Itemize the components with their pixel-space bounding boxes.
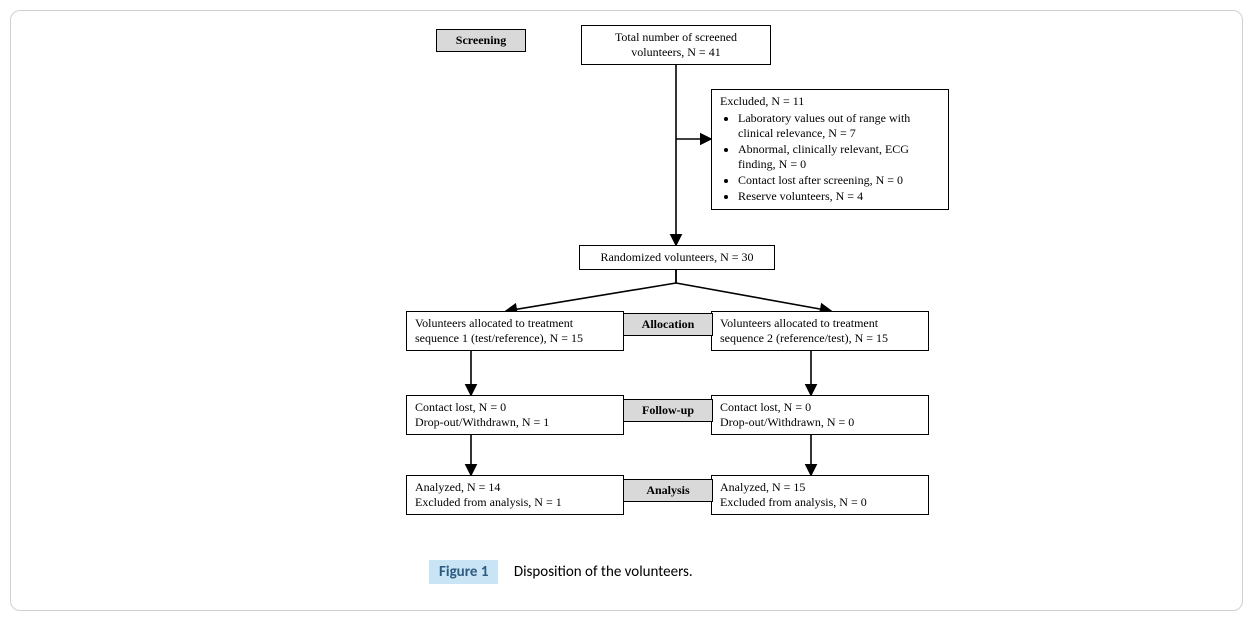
figure-number-label: Figure 1: [429, 560, 498, 584]
excluded-list-item: Abnormal, clinically relevant, ECG findi…: [738, 142, 940, 172]
excluded-list-item: Reserve volunteers, N = 4: [738, 189, 940, 204]
excluded-list-item: Laboratory values out of range with clin…: [738, 111, 940, 141]
an-left-line1: Analyzed, N = 14: [415, 480, 615, 495]
excluded-list: Laboratory values out of range with clin…: [720, 111, 940, 204]
excluded-box: Excluded, N = 11 Laboratory values out o…: [711, 89, 949, 210]
screened-box: Total number of screened volunteers, N =…: [581, 25, 771, 65]
stage-analysis-label: Analysis: [623, 479, 713, 502]
stage-allocation-label: Allocation: [623, 313, 713, 336]
stage-followup-label: Follow-up: [623, 399, 713, 422]
analysis-right-box: Analyzed, N = 15 Excluded from analysis,…: [711, 475, 929, 515]
fu-left-line2: Drop-out/Withdrawn, N = 1: [415, 415, 615, 430]
fu-left-line1: Contact lost, N = 0: [415, 400, 615, 415]
an-right-line2: Excluded from analysis, N = 0: [720, 495, 920, 510]
randomized-box: Randomized volunteers, N = 30: [579, 245, 775, 270]
allocation-left-box: Volunteers allocated to treatment sequen…: [406, 311, 624, 351]
followup-right-box: Contact lost, N = 0 Drop-out/Withdrawn, …: [711, 395, 929, 435]
figure-caption-text: Disposition of the volunteers.: [514, 563, 693, 581]
an-right-line1: Analyzed, N = 15: [720, 480, 920, 495]
followup-left-box: Contact lost, N = 0 Drop-out/Withdrawn, …: [406, 395, 624, 435]
fu-right-line2: Drop-out/Withdrawn, N = 0: [720, 415, 920, 430]
fu-right-line1: Contact lost, N = 0: [720, 400, 920, 415]
an-left-line2: Excluded from analysis, N = 1: [415, 495, 615, 510]
figure-caption: Figure 1 Disposition of the volunteers.: [429, 563, 693, 581]
figure-frame: Screening Total number of screened volun…: [10, 10, 1243, 611]
stage-screening-label: Screening: [436, 29, 526, 52]
arrows-layer: [11, 11, 1244, 612]
excluded-header: Excluded, N = 11: [720, 94, 940, 109]
analysis-left-box: Analyzed, N = 14 Excluded from analysis,…: [406, 475, 624, 515]
excluded-list-item: Contact lost after screening, N = 0: [738, 173, 940, 188]
allocation-right-box: Volunteers allocated to treatment sequen…: [711, 311, 929, 351]
